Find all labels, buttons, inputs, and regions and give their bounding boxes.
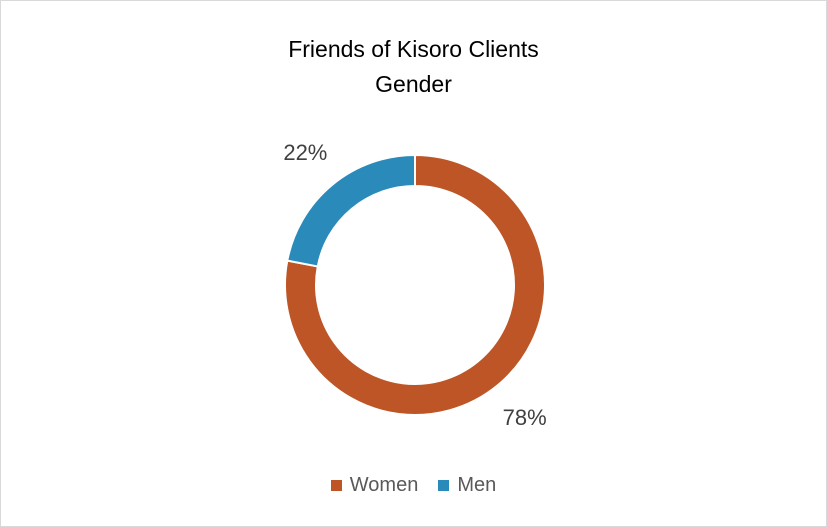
legend-item-men: Men xyxy=(438,474,496,497)
legend-label-men: Men xyxy=(457,474,497,496)
data-label-women: 78% xyxy=(503,405,547,430)
legend-item-women: Women xyxy=(330,474,419,497)
legend-swatch-women xyxy=(330,480,342,491)
chart-title: Friends of Kisoro Clients xyxy=(288,36,539,62)
data-label-men: 22% xyxy=(283,140,327,165)
legend-swatch-men xyxy=(438,480,450,491)
chart-subtitle: Gender xyxy=(375,71,452,97)
legend-label-women: Women xyxy=(349,474,419,496)
slice-women xyxy=(284,153,546,416)
slice-men xyxy=(286,153,416,268)
legend: Women Men xyxy=(0,474,827,497)
